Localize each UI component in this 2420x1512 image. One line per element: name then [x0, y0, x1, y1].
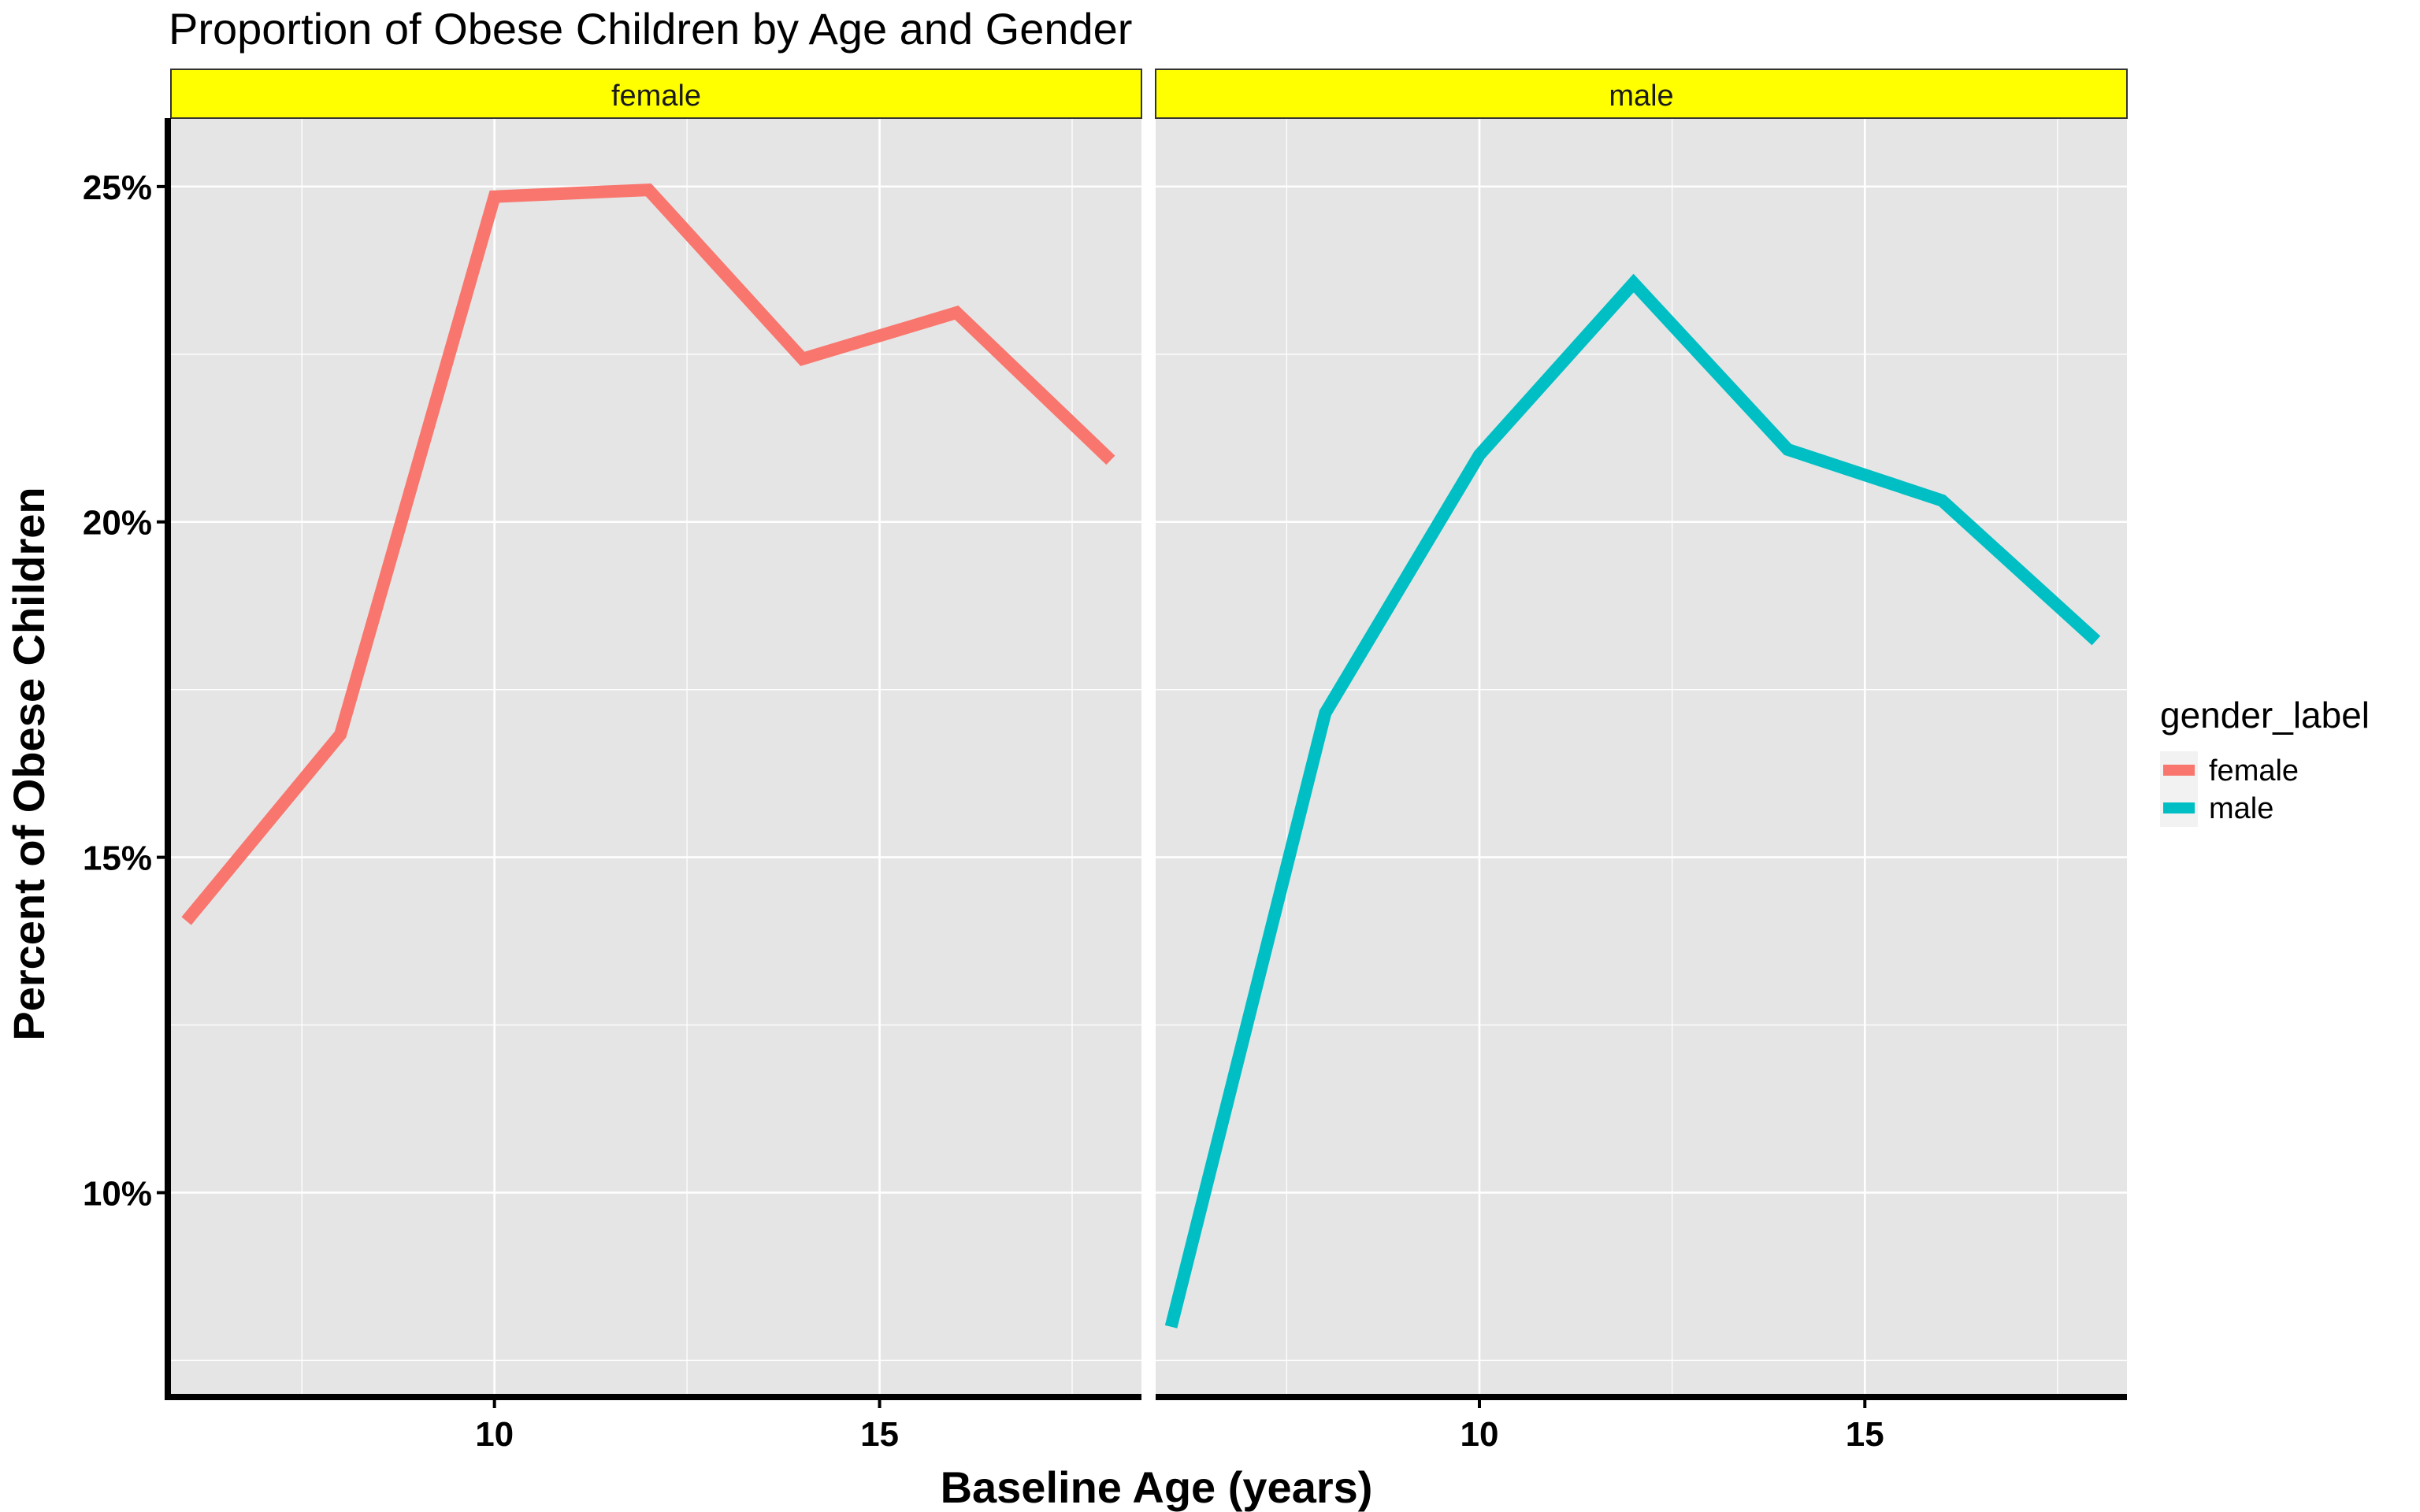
y-tick-label: 20%	[83, 504, 152, 543]
x-tick-label: 10	[1461, 1415, 1499, 1454]
legend: gender_label female male	[2160, 695, 2370, 827]
y-axis: 10% 15% 20% 25%	[83, 118, 171, 1400]
facet-panel-female: female 10 15	[170, 69, 1142, 1454]
series-line-female	[181, 183, 1115, 925]
facet-strip-label: male	[1609, 80, 1673, 113]
facet-strip	[1155, 69, 2128, 119]
facet-strip	[170, 69, 1142, 119]
facet-panels: female 10 15 male 10 15	[170, 69, 2128, 1454]
y-tick-label: 25%	[83, 169, 152, 207]
facet-panel-male: male 10 15	[1155, 69, 2128, 1454]
y-axis-title: Percent of Obese Children	[4, 487, 54, 1040]
x-tick-label: 15	[860, 1415, 899, 1454]
x-tick-label: 15	[1846, 1415, 1884, 1454]
x-axis-title: Baseline Age (years)	[941, 1462, 1373, 1512]
chart-title: Proportion of Obese Children by Age and …	[169, 4, 1132, 54]
legend-label-female: female	[2209, 754, 2299, 788]
series-line-male	[1164, 273, 2101, 1329]
y-tick-label: 15%	[83, 839, 152, 878]
y-tick-label: 10%	[83, 1174, 152, 1213]
facet-strip-label: female	[611, 80, 701, 113]
panel-background	[1156, 118, 2127, 1394]
legend-title: gender_label	[2160, 695, 2370, 736]
legend-label-male: male	[2209, 792, 2273, 825]
x-tick-label: 10	[475, 1415, 514, 1454]
